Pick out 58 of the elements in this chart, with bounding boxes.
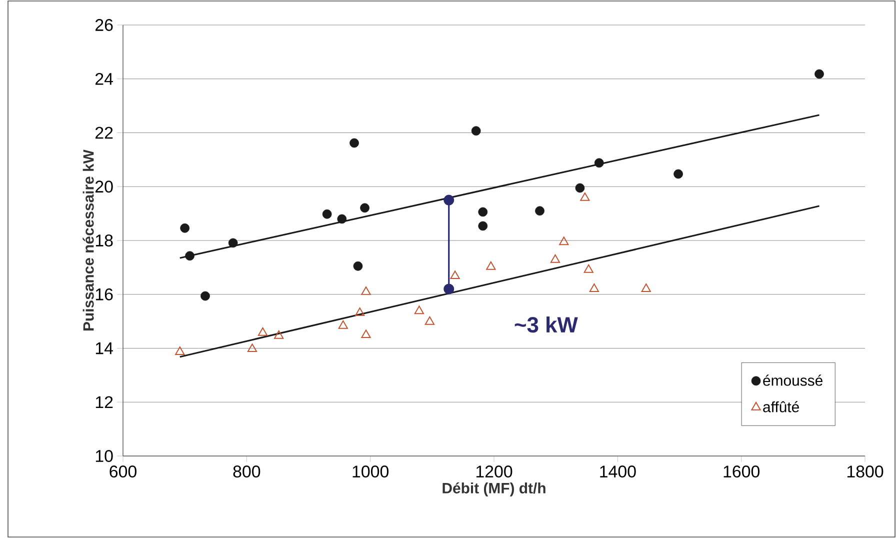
- y-tick-label: 10: [96, 450, 113, 462]
- point: [200, 291, 210, 301]
- point: [641, 284, 651, 292]
- point: [471, 126, 481, 136]
- point: [535, 206, 544, 216]
- x-tick-label: 1000: [352, 466, 389, 478]
- y-tick-label: 24: [96, 72, 113, 85]
- x-axis-title: Débit (MF) dt/h: [442, 482, 546, 496]
- point: [444, 284, 454, 294]
- point: [350, 138, 359, 148]
- y-tick-label: 12: [96, 396, 113, 408]
- point: [450, 270, 460, 280]
- point: [575, 183, 585, 193]
- point: [580, 192, 590, 201]
- point: [180, 223, 190, 233]
- point: [185, 251, 194, 261]
- x-tick-label: 600: [110, 466, 136, 478]
- x-tick-label: 1200: [476, 466, 512, 478]
- y-tick-label: 14: [96, 342, 113, 354]
- y-tick-label: 16: [96, 288, 113, 300]
- point: [274, 330, 284, 339]
- point: [414, 306, 424, 314]
- point: [594, 158, 604, 168]
- point: [478, 207, 488, 217]
- y-tick-label: 22: [96, 126, 113, 139]
- point: [589, 284, 599, 292]
- annotation: ~3 kW: [514, 316, 578, 333]
- point: [337, 214, 347, 224]
- legend-label: affûté: [763, 401, 799, 412]
- point: [322, 209, 332, 219]
- y-tick-label: 26: [96, 18, 113, 31]
- point: [361, 286, 371, 295]
- point: [355, 307, 365, 316]
- point: [228, 238, 238, 248]
- point: [478, 221, 488, 231]
- point: [247, 344, 258, 352]
- point: [258, 327, 268, 336]
- point: [338, 320, 348, 329]
- legend-label: émoussé: [763, 374, 822, 386]
- point: [486, 261, 496, 270]
- x-tick-label: 800: [233, 466, 260, 478]
- y-tick-label: 18: [96, 234, 113, 246]
- point: [444, 194, 454, 206]
- point: [814, 69, 824, 79]
- y-axis-title: Puissance nécessaire kW: [82, 150, 94, 330]
- x-tick-label: 1600: [724, 466, 760, 478]
- point: [584, 264, 594, 273]
- x-tick-label: 1400: [600, 466, 636, 478]
- x-tick-label: 1800: [847, 466, 884, 478]
- point: [361, 330, 371, 338]
- point: [674, 169, 683, 179]
- point: [175, 346, 185, 356]
- point: [424, 316, 435, 325]
- point: [559, 236, 569, 246]
- point: [353, 261, 363, 271]
- point: [360, 203, 370, 213]
- point: [550, 254, 560, 263]
- y-tick-label: 20: [96, 180, 113, 193]
